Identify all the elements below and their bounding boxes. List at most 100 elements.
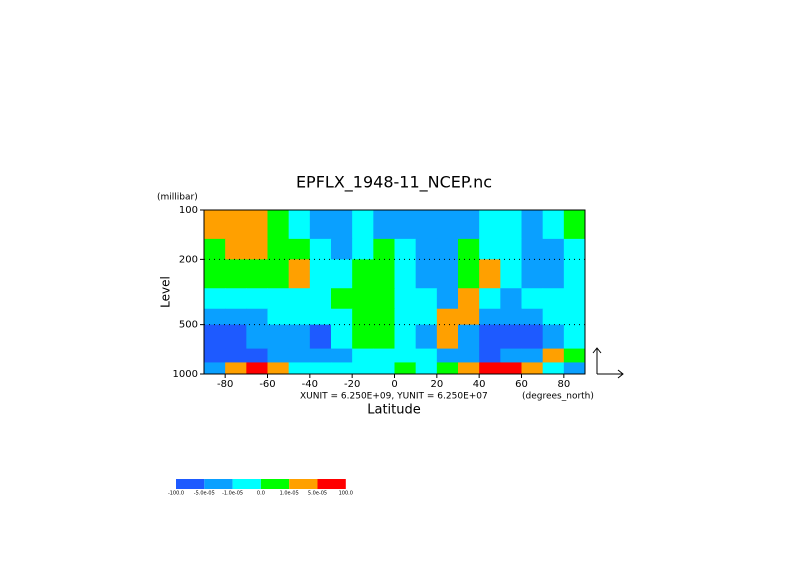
contour-cell [394, 210, 417, 240]
contour-cell [563, 324, 586, 350]
contour-cell [225, 259, 247, 289]
colorbar-box [317, 479, 346, 489]
contour-cell [246, 259, 268, 289]
colorbar-box [260, 479, 290, 489]
contour-cell [479, 210, 501, 240]
contour-cell [373, 238, 395, 260]
contour-cell [521, 210, 544, 240]
chart-title: EPFLX_1948-11_NCEP.nc [296, 173, 492, 193]
contour-cell [225, 324, 247, 350]
contour-cell [373, 348, 395, 363]
colorbar-label: -1.0e-05 [222, 491, 243, 497]
contour-cell [436, 288, 459, 310]
contour-cell [309, 362, 332, 375]
contour-cell [288, 362, 311, 375]
contour-cell [267, 238, 290, 260]
contour-cell [309, 210, 332, 240]
contour-cell [542, 348, 565, 363]
contour-cell [563, 238, 586, 260]
contour-cell [500, 238, 522, 260]
contour-cell [331, 288, 353, 310]
contour-cell [204, 348, 226, 363]
contour-cell [225, 210, 247, 240]
x-tick-label: 80 [557, 379, 570, 390]
contour-cell [352, 259, 374, 289]
contour-cell [331, 308, 353, 326]
contour-cell [352, 288, 374, 310]
contour-cell [542, 288, 565, 310]
contour-cell [352, 210, 374, 240]
contour-cell [204, 324, 226, 350]
contour-cell [479, 288, 501, 310]
contour-cell [288, 308, 311, 326]
contour-cell [415, 308, 438, 326]
x-tick-label: 20 [430, 379, 443, 390]
contour-cell [436, 324, 459, 350]
contour-cell [394, 308, 417, 326]
y-tick-label: 500 [179, 320, 198, 331]
contour-cell [436, 238, 459, 260]
contour-cell [479, 238, 501, 260]
contour-cell [331, 238, 353, 260]
contour-cell [288, 259, 311, 289]
contour-cell [331, 259, 353, 289]
contour-cell [267, 324, 290, 350]
contour-cell [458, 362, 480, 375]
contour-cell [309, 324, 332, 350]
contour-cell [373, 210, 395, 240]
contour-cell [394, 348, 417, 363]
contour-cell [521, 324, 544, 350]
contour-cell [331, 210, 353, 240]
colorbar-box [289, 479, 318, 489]
colorbar-label: 5.0e-05 [308, 491, 327, 497]
contour-cell [521, 362, 544, 375]
contour-cell [458, 210, 480, 240]
contour-cell [563, 210, 586, 240]
contour-cell [352, 238, 374, 260]
contour-cell [394, 238, 417, 260]
contour-cell [309, 348, 332, 363]
contour-cell [246, 288, 268, 310]
colorbar-label: 1.0e-05 [280, 491, 299, 497]
contour-cell [479, 259, 501, 289]
contour-cell [521, 288, 544, 310]
contour-cell [225, 348, 247, 363]
contour-cell [373, 308, 395, 326]
contour-cell [246, 324, 268, 350]
contour-cell [500, 288, 522, 310]
contour-cell [415, 324, 438, 350]
contour-cell [458, 324, 480, 350]
contour-cell [373, 288, 395, 310]
contour-cell [309, 259, 332, 289]
contour-cell [331, 348, 353, 363]
contour-cell [267, 308, 290, 326]
contour-cell [521, 348, 544, 363]
y-tick-label: 200 [179, 254, 198, 265]
contour-cell [415, 259, 438, 289]
contour-cell [204, 259, 226, 289]
contour-cell [352, 348, 374, 363]
contour-cell [394, 259, 417, 289]
x-tick-label: -20 [344, 379, 360, 390]
contour-cell [436, 362, 459, 375]
colorbar-box [176, 479, 205, 489]
contour-cell [542, 324, 565, 350]
contour-cell [267, 348, 290, 363]
contour-cell [436, 210, 459, 240]
contour-cell [563, 288, 586, 310]
contour-cell [267, 259, 290, 289]
contour-cell [458, 288, 480, 310]
contour-cell [500, 210, 522, 240]
contour-cell [267, 210, 290, 240]
x-tick-label: 0 [391, 379, 397, 390]
colorbar-box [232, 479, 261, 489]
colorbar-box [204, 479, 233, 489]
contour-cell [436, 308, 459, 326]
contour-cell [500, 308, 522, 326]
contour-cell [204, 210, 226, 240]
field [204, 210, 586, 375]
contour-cell [500, 348, 522, 363]
contour-cell [563, 308, 586, 326]
colorbar-label: 100.0 [339, 491, 353, 497]
contour-cell [225, 238, 247, 260]
